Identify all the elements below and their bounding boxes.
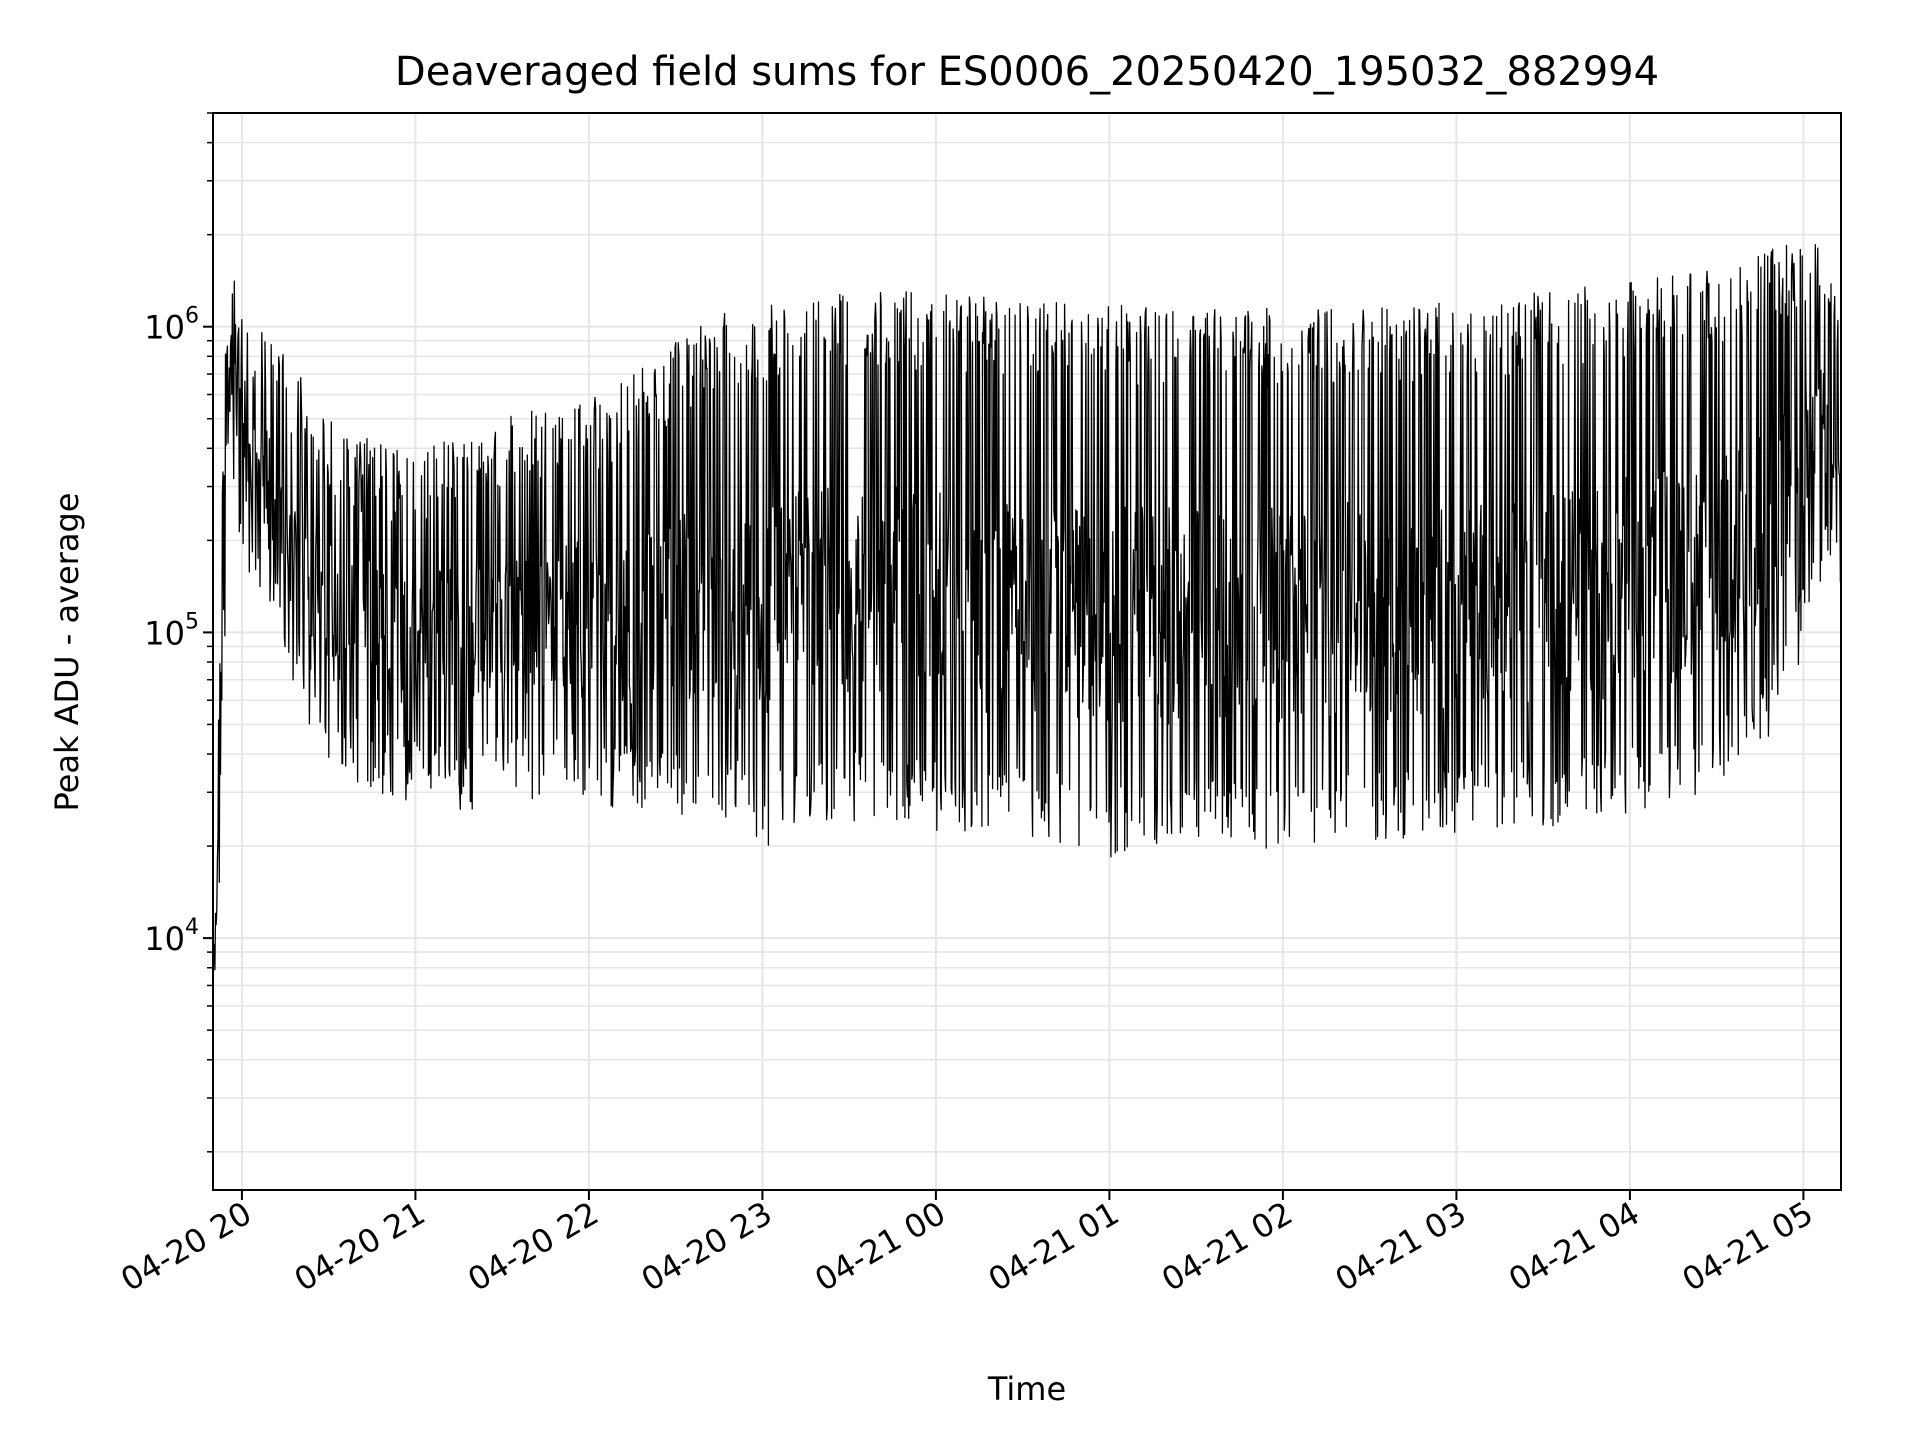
y-tick-base: 10 (144, 920, 185, 958)
plot-frame (212, 112, 1842, 1191)
y-tick-base: 10 (144, 309, 185, 347)
chart-title: Deaveraged field sums for ES0006_2025042… (395, 49, 1659, 95)
y-tick-exponent: 5 (185, 609, 199, 634)
y-tick-base: 10 (144, 614, 185, 652)
y-tick-label: 105 (144, 609, 199, 652)
y-axis-label: Peak ADU - average (48, 493, 86, 812)
series-line (212, 244, 1842, 986)
y-tick-exponent: 4 (185, 915, 199, 940)
data-layer (212, 244, 1842, 986)
x-axis-label: Time (987, 1370, 1066, 1408)
y-tick-label: 106 (144, 304, 199, 347)
y-tick-exponent: 6 (185, 304, 199, 329)
y-tick-label: 104 (144, 915, 199, 958)
